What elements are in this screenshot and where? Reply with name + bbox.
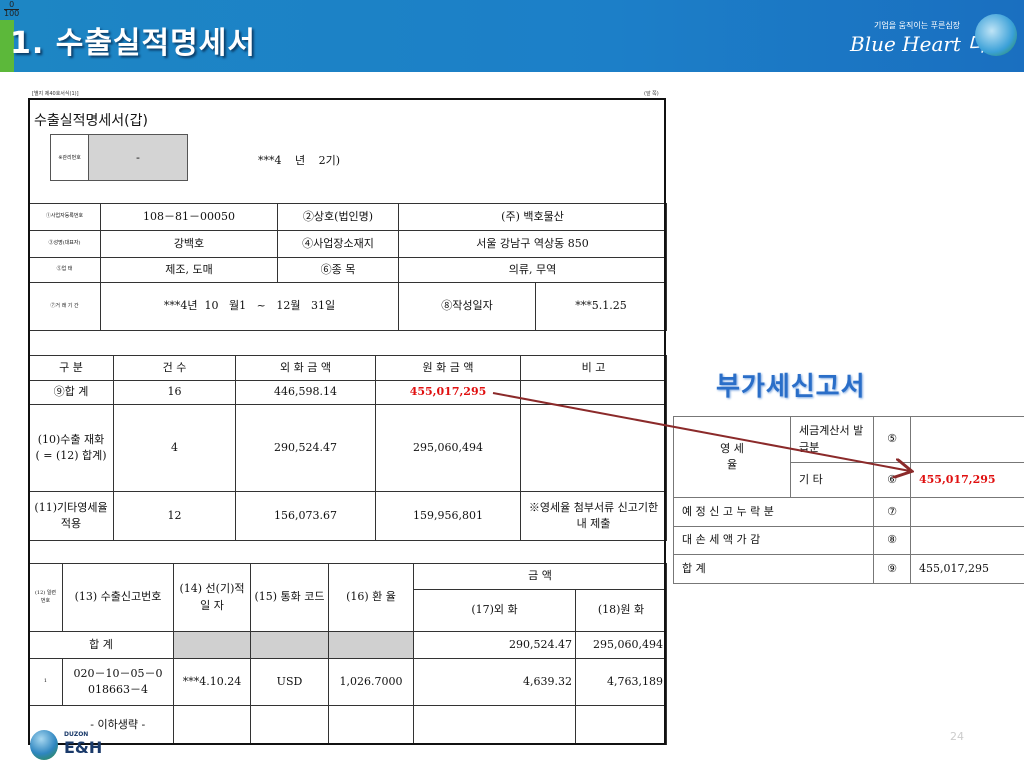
vat-r5-val: 455,017,295 <box>910 554 1024 584</box>
table-row: (11)기타영세율적용 12 156,073.67 159,956,801 ※영세율 첨… <box>28 491 667 541</box>
cell: (10)수출 재화 ( = (12) 합계) <box>28 404 114 492</box>
vat-r4-no: ⑧ <box>873 526 911 555</box>
cell: USD <box>250 658 329 706</box>
page-mark: 0 100 <box>4 0 20 18</box>
info-table: ①사업자등록번호 108－81－00050 ②상호(법인명) (주) 백호물산 ③성명… <box>28 203 667 331</box>
summary-header: 외 화 금 액 <box>235 355 376 381</box>
table-row: (10)수출 재화 ( = (12) 합계) 4 290,524.47 295,060… <box>28 404 667 492</box>
detail-table: (12) 일련 번호 (13) 수출신고번호 (14) 선(기)적 일 자 (15) … <box>28 563 667 745</box>
heart-logo-icon <box>975 14 1017 56</box>
form-ref: [별지 제40호서식(1)] <box>32 91 79 97</box>
vat-table: 영 세 율 세금계산서 발급분 ⑤ 기 타 ⑥ 455,017,295 예 정 신 고 … <box>673 416 1024 584</box>
accent-bar <box>0 20 14 72</box>
total-foreign: 290,524.47 <box>413 631 576 659</box>
vat-r1-label: 세금계산서 발급분 <box>790 416 874 463</box>
cell: 159,956,801 <box>375 491 521 541</box>
company: (주) 백호물산 <box>398 203 667 231</box>
cell: 16 <box>113 380 236 405</box>
cell: 446,598.14 <box>235 380 376 405</box>
total-label: 합 계 <box>28 631 174 659</box>
company-label: ②상호(법인명) <box>277 203 399 231</box>
summary-header: 건 수 <box>113 355 236 381</box>
management-number: ※관리번호 - <box>50 134 188 181</box>
cell: 12 <box>113 491 236 541</box>
vat-title: 부가세신고서 <box>716 372 866 402</box>
date-label: ⑧작성일자 <box>398 282 536 331</box>
cell <box>328 631 414 659</box>
duzon-logo: DUZON E&H <box>30 728 103 764</box>
header-serial: (12) 일련 번호 <box>28 563 63 632</box>
page-mark-bottom: 100 <box>4 9 20 18</box>
form-title: 수출실적명세서(갑) <box>34 113 148 129</box>
summary-header: 비 고 <box>520 355 667 381</box>
header-amount: 금 액 <box>413 563 667 590</box>
cell <box>250 705 329 745</box>
cell <box>413 705 576 745</box>
cell <box>575 705 667 745</box>
biz-type: 제조, 도매 <box>100 257 278 283</box>
cell: 4 <box>113 404 236 492</box>
cell: 020－10－05－0 018663－4 <box>62 658 174 706</box>
mgmt-label: ※관리번호 <box>51 135 89 180</box>
vat-r5-no: ⑨ <box>873 554 911 584</box>
slide-title: 1. 수출실적명세서 <box>10 26 256 61</box>
total-krw-highlight: 455,017,295 <box>375 380 521 405</box>
header-krw: (18)원 화 <box>575 589 667 632</box>
cell: 4,639.32 <box>413 658 576 706</box>
summary-header: 구 분 <box>28 355 114 381</box>
cell <box>910 497 1024 527</box>
table-row: - 이하생략 - <box>28 705 667 745</box>
cell <box>173 631 251 659</box>
period: ***4년 10 월1 ~ 12월 31일 <box>100 282 399 331</box>
header-ship-date: (14) 선(기)적 일 자 <box>173 563 251 632</box>
cell: 156,073.67 <box>235 491 376 541</box>
total-row: 합 계 290,524.47 295,060,494 <box>28 631 667 659</box>
mgmt-value: - <box>89 135 187 180</box>
type-label: ⑤업 태 <box>28 257 101 283</box>
logo-tagline: 기업을 움직이는 푸른심장 <box>874 21 961 30</box>
vat-r4-label: 대 손 세 액 가 감 <box>673 526 874 555</box>
addr: 서울 강남구 역상동 850 <box>398 230 667 258</box>
page-number: 24 <box>950 730 964 743</box>
biz-no: 108－81－00050 <box>100 203 278 231</box>
vat-r2-val: 455,017,295 <box>910 462 1024 498</box>
logo-small: DUZON <box>64 731 89 738</box>
cell: ※영세율 첨부서류 신고기한 내 제출 <box>520 491 667 541</box>
table-row: 1 020－10－05－0 018663－4 ***4.10.24 USD 1,026.… <box>28 658 667 706</box>
header-banner <box>0 0 1024 72</box>
date: ***5.1.25 <box>535 282 667 331</box>
vat-r5-label: 합 계 <box>673 554 874 584</box>
total-krw: 295,060,494 <box>575 631 667 659</box>
item-label: ⑥종 목 <box>277 257 399 283</box>
cell <box>328 705 414 745</box>
cell <box>520 404 667 492</box>
cell <box>520 380 667 405</box>
page-mark-top: 0 <box>9 0 15 9</box>
page-side: (앞 쪽) <box>644 91 659 97</box>
blueheart-logo: 기업을 움직이는 푸른심장 Blue Heart 더존 <box>850 14 1020 60</box>
table-row: ⑨합 계 16 446,598.14 455,017,295 <box>28 380 667 405</box>
duzon-logo-icon <box>30 730 58 760</box>
logo-big: E&H <box>64 738 103 757</box>
arrow-line <box>492 392 910 471</box>
biz-item: 의류, 무역 <box>398 257 667 283</box>
cell: ***4.10.24 <box>173 658 251 706</box>
tax-period: ***4 년 2기) <box>258 154 341 167</box>
header-foreign: (17)외 화 <box>413 589 576 632</box>
vat-r2-label: 기 타 <box>790 462 874 498</box>
